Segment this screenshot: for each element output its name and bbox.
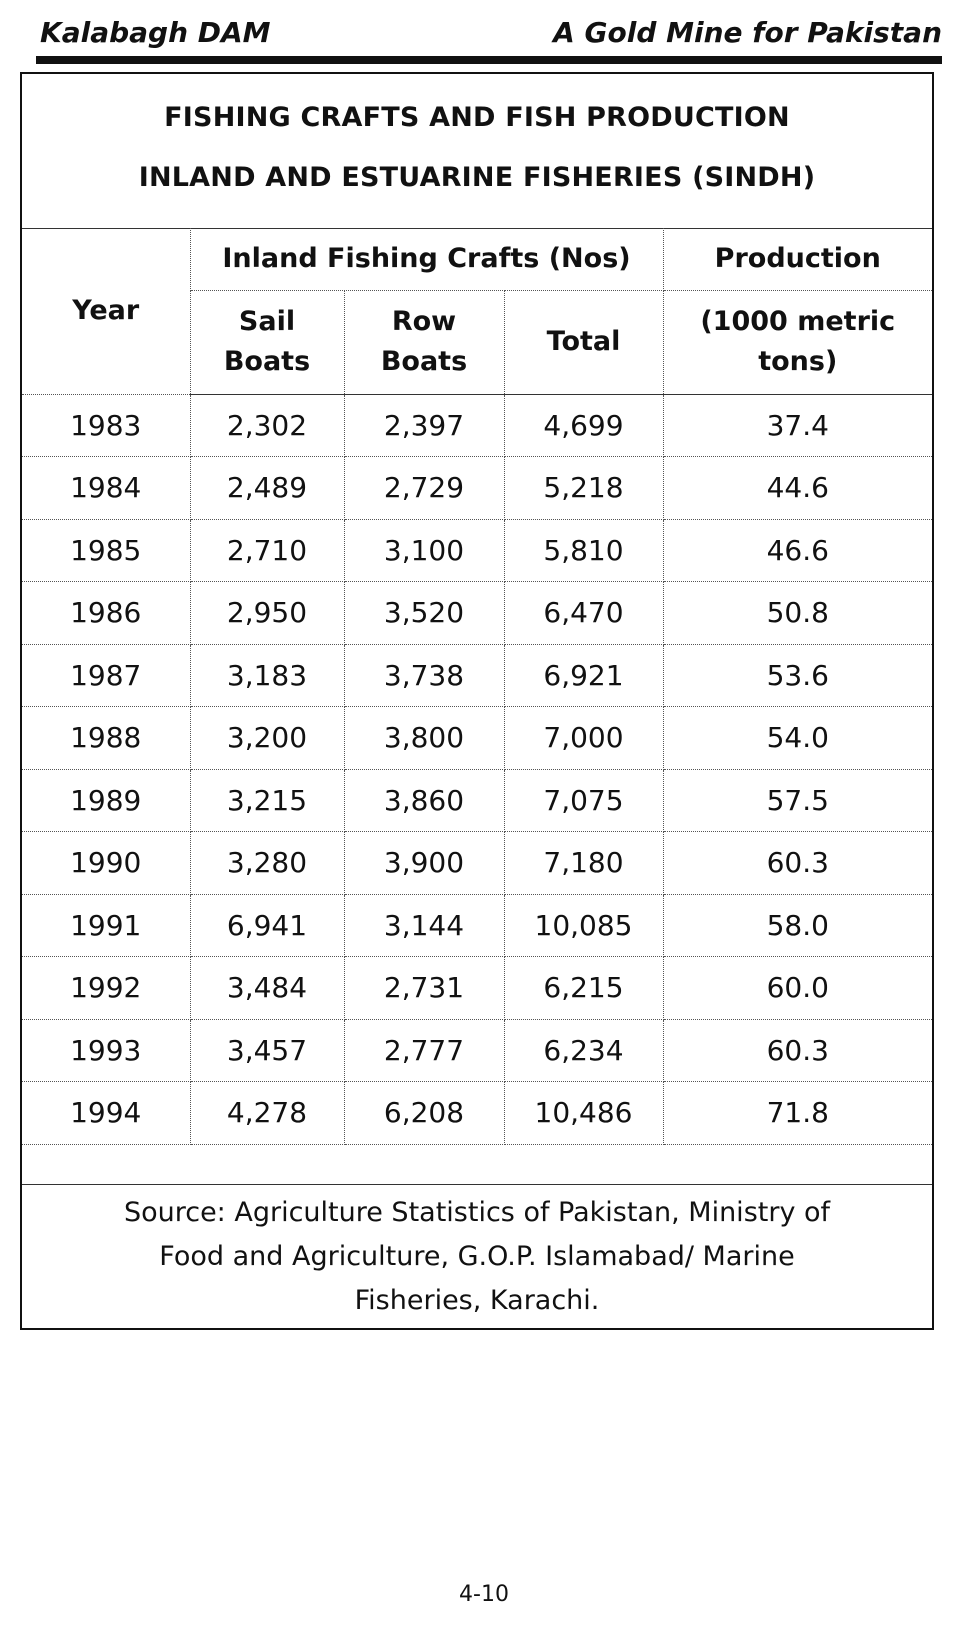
cell-total: 6,921 — [503, 643, 664, 707]
cell-row-boats: 3,860 — [343, 768, 505, 832]
table-row: 1983 2,302 2,397 4,699 37.4 — [22, 393, 932, 457]
header-production-unit: (1000 metric tons) — [662, 289, 932, 395]
table-row: 1989 3,215 3,860 7,075 57.5 — [22, 768, 932, 832]
cell-row-boats: 2,777 — [343, 1018, 505, 1082]
cell-sail-boats: 3,457 — [189, 1018, 345, 1082]
cell-total: 6,470 — [503, 581, 664, 645]
header-year: Year — [22, 228, 191, 395]
cell-sail-boats: 2,710 — [189, 518, 345, 582]
source-line-1: Source: Agriculture Statistics of Pakist… — [123, 1197, 831, 1228]
cell-sail-boats: 2,302 — [189, 393, 345, 457]
cell-production: 58.0 — [662, 893, 932, 957]
cell-year: 1983 — [22, 393, 191, 457]
cell-row-boats: 2,397 — [343, 393, 505, 457]
cell-year: 1990 — [22, 831, 191, 895]
cell-sail-boats: 3,484 — [189, 956, 345, 1020]
cell-row-boats: 3,800 — [343, 706, 505, 770]
cell-production: 46.6 — [662, 518, 932, 582]
cell-year: 1989 — [22, 768, 191, 832]
table-row: 1986 2,950 3,520 6,470 50.8 — [22, 581, 932, 645]
cell-total: 6,234 — [503, 1018, 664, 1082]
cell-row-boats: 3,100 — [343, 518, 505, 582]
cell-production: 60.3 — [662, 831, 932, 895]
cell-sail-boats: 3,183 — [189, 643, 345, 707]
header-inland-fishing-crafts: Inland Fishing Crafts (Nos) — [189, 228, 664, 291]
cell-production: 57.5 — [662, 768, 932, 832]
table-row: 1984 2,489 2,729 5,218 44.6 — [22, 456, 932, 520]
cell-year: 1991 — [22, 893, 191, 957]
cell-year: 1994 — [22, 1081, 191, 1145]
table-row: 1994 4,278 6,208 10,486 71.8 — [22, 1081, 932, 1145]
cell-sail-boats: 3,200 — [189, 706, 345, 770]
cell-row-boats: 2,731 — [343, 956, 505, 1020]
cell-production: 60.0 — [662, 956, 932, 1020]
header-total: Total — [503, 289, 664, 395]
cell-sail-boats: 3,215 — [189, 768, 345, 832]
cell-year: 1984 — [22, 456, 191, 520]
table-row: 1987 3,183 3,738 6,921 53.6 — [22, 643, 932, 707]
table-row: 1985 2,710 3,100 5,810 46.6 — [22, 518, 932, 582]
source-line-3: Fisheries, Karachi. — [354, 1285, 600, 1316]
cell-sail-boats: 4,278 — [189, 1081, 345, 1145]
cell-year: 1992 — [22, 956, 191, 1020]
cell-production: 37.4 — [662, 393, 932, 457]
source-line-2: Food and Agriculture, G.O.P. Islamabad/ … — [159, 1241, 795, 1272]
header-production: Production — [662, 228, 932, 291]
fishing-crafts-table: Year Inland Fishing Crafts (Nos) Product… — [22, 228, 932, 1145]
cell-production: 50.8 — [662, 581, 932, 645]
running-header: Kalabagh DAM A Gold Mine for Pakistan — [36, 12, 942, 52]
cell-sail-boats: 2,489 — [189, 456, 345, 520]
cell-year: 1993 — [22, 1018, 191, 1082]
header-row-boats: Row Boats — [343, 289, 505, 395]
page-number: 4-10 — [459, 1582, 509, 1607]
cell-row-boats: 3,144 — [343, 893, 505, 957]
cell-sail-boats: 3,280 — [189, 831, 345, 895]
table-title-line-2: INLAND AND ESTUARINE FISHERIES (SINDH) — [138, 162, 816, 193]
cell-sail-boats: 6,941 — [189, 893, 345, 957]
table-row: 1993 3,457 2,777 6,234 60.3 — [22, 1018, 932, 1082]
table-row: 1988 3,200 3,800 7,000 54.0 — [22, 706, 932, 770]
table-row: 1991 6,941 3,144 10,085 58.0 — [22, 893, 932, 957]
cell-production: 54.0 — [662, 706, 932, 770]
cell-production: 71.8 — [662, 1081, 932, 1145]
cell-production: 53.6 — [662, 643, 932, 707]
cell-total: 7,180 — [503, 831, 664, 895]
cell-total: 5,810 — [503, 518, 664, 582]
cell-row-boats: 2,729 — [343, 456, 505, 520]
cell-sail-boats: 2,950 — [189, 581, 345, 645]
header-rule — [36, 56, 942, 64]
header-row-boats-label: Row Boats — [380, 305, 468, 378]
table-title-block: FISHING CRAFTS AND FISH PRODUCTION INLAN… — [22, 74, 932, 229]
table-row: 1990 3,280 3,900 7,180 60.3 — [22, 831, 932, 895]
cell-production: 44.6 — [662, 456, 932, 520]
cell-total: 6,215 — [503, 956, 664, 1020]
cell-year: 1988 — [22, 706, 191, 770]
cell-year: 1986 — [22, 581, 191, 645]
table-frame: FISHING CRAFTS AND FISH PRODUCTION INLAN… — [20, 72, 934, 1330]
cell-year: 1985 — [22, 518, 191, 582]
cell-total: 4,699 — [503, 393, 664, 457]
table-title-line-1: FISHING CRAFTS AND FISH PRODUCTION — [164, 102, 790, 133]
header-sail-boats-label: Sail Boats — [223, 305, 311, 378]
cell-total: 10,085 — [503, 893, 664, 957]
header-subtitle: A Gold Mine for Pakistan — [553, 16, 942, 49]
cell-total: 7,075 — [503, 768, 664, 832]
cell-total: 10,486 — [503, 1081, 664, 1145]
table-row: 1992 3,484 2,731 6,215 60.0 — [22, 956, 932, 1020]
cell-row-boats: 3,900 — [343, 831, 505, 895]
header-sail-boats: Sail Boats — [190, 289, 345, 395]
cell-total: 5,218 — [503, 456, 664, 520]
cell-production: 60.3 — [662, 1018, 932, 1082]
cell-year: 1987 — [22, 643, 191, 707]
cell-total: 7,000 — [503, 706, 664, 770]
cell-row-boats: 6,208 — [343, 1081, 505, 1145]
table-body: 1983 2,302 2,397 4,699 37.4 1984 2,489 2,729 5,2… — [22, 393, 932, 1145]
cell-row-boats: 3,738 — [343, 643, 505, 707]
header-production-unit-label: (1000 metric tons) — [700, 305, 896, 378]
header-book-title: Kalabagh DAM — [40, 16, 271, 49]
cell-row-boats: 3,520 — [343, 581, 505, 645]
source-note: Source: Agriculture Statistics of Pakist… — [22, 1184, 932, 1323]
